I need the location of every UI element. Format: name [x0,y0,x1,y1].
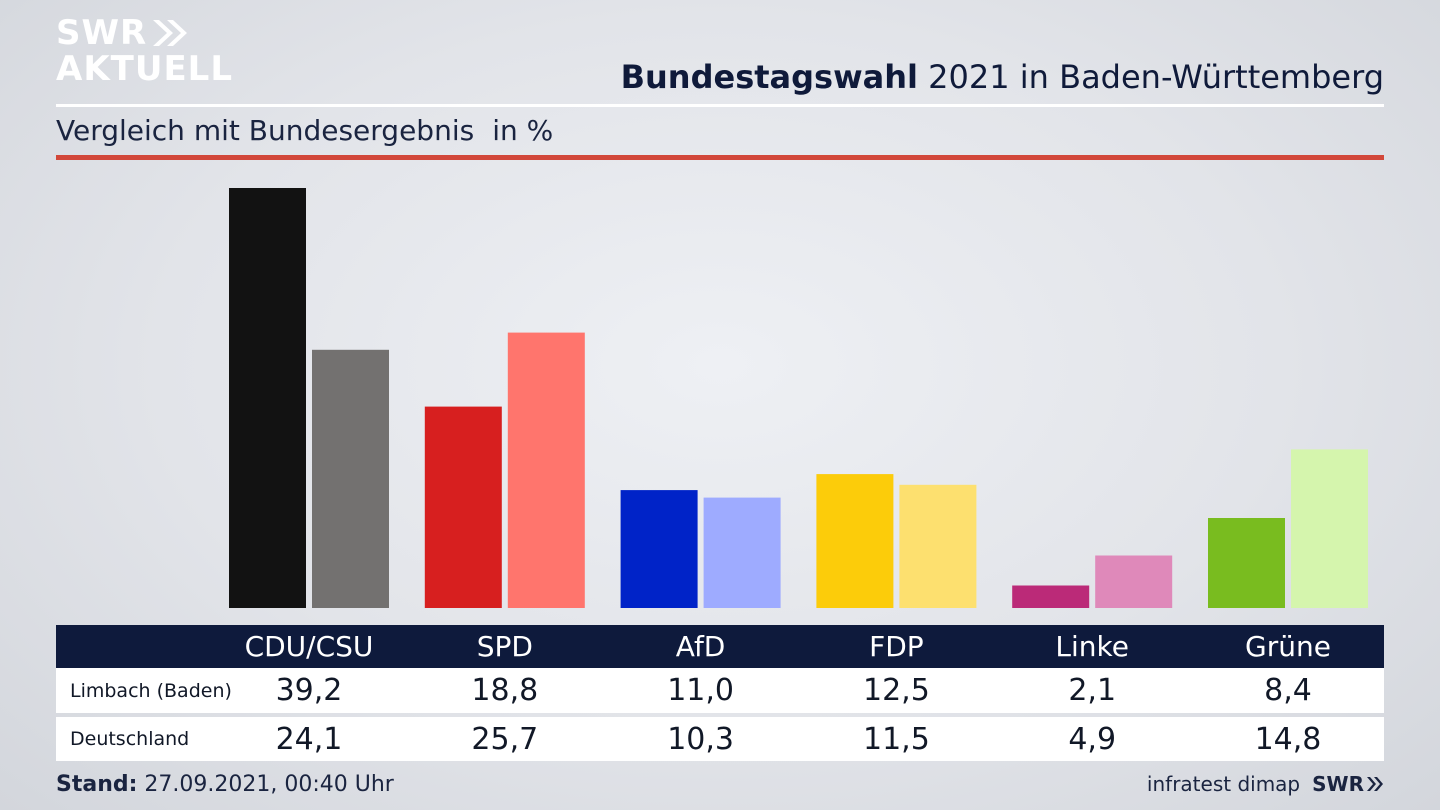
table-cell-value: 18,8 [471,673,539,708]
stand-value: 27.09.2021, 00:40 Uhr [137,772,394,797]
bar-cdu-csu-limbach [229,188,306,608]
table-header-cdu-csu: CDU/CSU [244,630,374,663]
table-cell-value: 25,7 [471,721,539,757]
logo-line2: AKTUELL [56,49,234,89]
swr-aktuell-logo: SWR AKTUELL [56,16,233,86]
table-cell-value: 4,9 [1068,721,1117,757]
table-cell-value: 8,4 [1264,673,1312,708]
timestamp: Stand: 27.09.2021, 00:40 Uhr [56,772,394,797]
table-row-limbach: Limbach (Baden) 39,2 18,8 11,0 12,5 2,1 8,4 [56,668,1384,713]
bar-afd-limbach [620,490,698,608]
table-header-fdp: FDP [869,630,924,663]
bar-linke-deutschland [1095,555,1173,608]
subtitle-text: Vergleich mit Bundesergebnis [56,114,475,147]
source-text: infratest dimap [1146,772,1301,796]
row-label: Limbach (Baden) [70,679,232,702]
bar-linke-limbach [1012,585,1090,608]
table-cell-value: 2,1 [1068,673,1117,708]
page-title: Bundestagswahl 2021 in Baden-Württemberg [621,58,1384,96]
bar-spd-limbach [424,406,502,608]
table-cell-value: 24,1 [275,721,343,757]
table-header-linke: Linke [1055,630,1129,663]
title-rest: 2021 in Baden-Württemberg [917,58,1384,96]
bar-cdu-csu-deutschland [312,349,389,608]
bar-fdp-deutschland [899,484,977,608]
table-row-deutschland: Deutschland 24,1 25,7 10,3 11,5 4,9 14,8 [56,717,1384,761]
logo-line1: SWR [56,13,148,53]
table-cell-value: 11,0 [667,673,734,708]
subtitle-divider [56,155,1384,160]
bar-chart [229,188,1368,608]
table-header-afd: AfD [675,630,726,663]
table-cell-value: 11,5 [862,721,930,757]
title-bold: Bundestagswahl [620,58,918,96]
stand-label: Stand: [56,772,138,797]
bar-afd-deutschland [703,497,781,608]
bar-gr-ne-deutschland [1291,449,1368,608]
table-cell-value: 12,5 [862,673,930,708]
double-chevron-icon [153,20,188,46]
row-label: Deutschland [70,728,190,750]
results-table: CDU/CSU SPD AfD FDP Linke Grüne Limbach (Bade… [56,625,1384,761]
subtitle-unit: in % [492,114,554,147]
table-header: CDU/CSU SPD AfD FDP Linke Grüne [56,625,1384,668]
table-header-gr-ne: Grüne [1245,630,1331,663]
bar-fdp-limbach [816,474,894,608]
bar-spd-deutschland [507,332,585,608]
source-credit: infratest dimap SWR [1147,772,1384,796]
table-header-spd: SPD [476,630,533,663]
table-cell-value: 39,2 [275,673,343,708]
title-divider [56,104,1384,107]
swr-brand: SWR [1312,772,1364,796]
table-cell-value: 10,3 [667,721,734,757]
chart-subtitle: Vergleich mit Bundesergebnis in % [56,114,553,147]
table-cell-value: 14,8 [1254,721,1322,757]
double-chevron-icon [1367,777,1383,791]
bar-gr-ne-limbach [1208,518,1285,608]
